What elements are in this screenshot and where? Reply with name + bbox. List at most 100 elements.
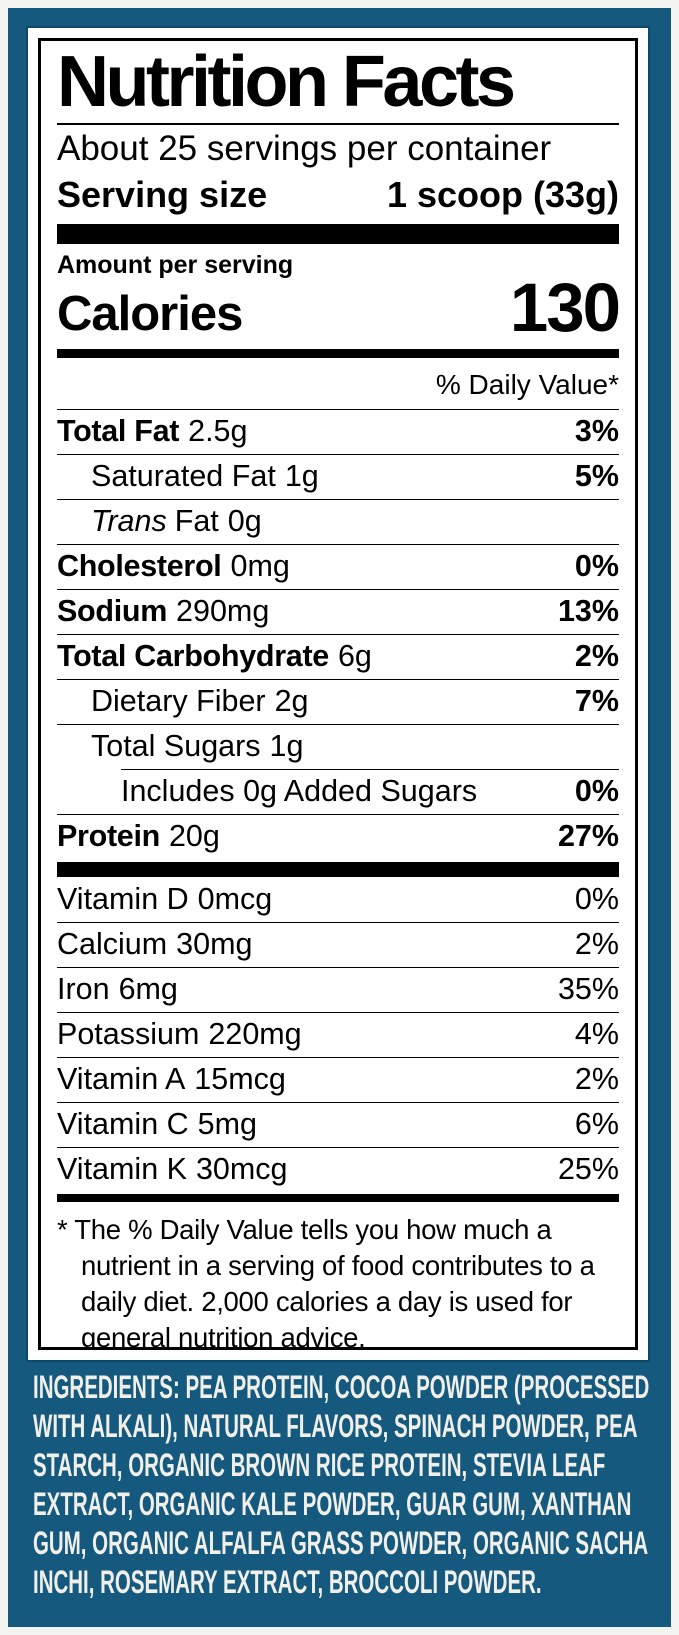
nutrient-row: Trans Fat 0g [57, 498, 619, 544]
daily-value: 2% [574, 1061, 619, 1096]
serving-size-label: Serving size [57, 173, 268, 215]
daily-value-footnote: * The % Daily Value tells you how much a… [57, 1213, 595, 1350]
nutrient-name: Potassium [57, 1016, 200, 1051]
title-divider [57, 122, 619, 125]
daily-value: 6% [574, 1106, 619, 1141]
nutrition-facts-title: Nutrition Facts [57, 42, 516, 122]
nutrient-name-group: Vitamin C 5mg [57, 1106, 257, 1141]
nutrient-name: Total Carbohydrate [57, 638, 329, 673]
nutrient-amount: 6g [337, 638, 372, 673]
nutrient-amount: 15mcg [194, 1061, 286, 1096]
nutrient-name: Calcium [57, 926, 168, 961]
medium-divider-bar [57, 348, 619, 358]
nutrient-name: Saturated Fat [91, 458, 276, 493]
thick-divider-bar [57, 223, 619, 244]
nutrient-row: Dietary Fiber 2g 7% [57, 678, 619, 724]
nutrient-name: Vitamin D [57, 881, 189, 916]
nutrient-name: Dietary Fiber [91, 683, 266, 718]
serving-size-value: 1 scoop (33g) [386, 173, 619, 215]
teal-background: Nutrition Facts About 25 servings per co… [8, 8, 671, 1627]
nutrient-name: Vitamin A [57, 1061, 186, 1096]
nutrient-row: Potassium 220mg 4% [57, 1011, 619, 1057]
vitamin-rows: Vitamin D 0mcg 0% Calcium 30mg 2% Iron 6mg … [57, 878, 619, 1192]
nutrition-facts-box: Nutrition Facts About 25 servings per co… [38, 38, 638, 1350]
nutrient-row: Total Carbohydrate 6g 2% [57, 633, 619, 679]
nutrient-name-group: Cholesterol 0mg [57, 548, 290, 583]
protein-divider-bar [57, 861, 619, 877]
nutrient-amount: 30mg [176, 926, 253, 961]
nutrient-amount: 1g [269, 728, 304, 763]
nutrient-amount: 6mg [118, 971, 178, 1006]
nutrient-name: Protein [57, 818, 160, 853]
calories-value: 130 [509, 268, 621, 346]
calories-label: Calories [57, 286, 243, 341]
nutrient-amount: 290mg [176, 593, 270, 628]
footnote-divider-bar [57, 1193, 619, 1202]
nutrient-name: Sodium [57, 593, 168, 628]
nutrient-name-group: Total Sugars 1g [91, 728, 304, 763]
amount-per-serving-label: Amount per serving [57, 250, 294, 279]
nutrient-name-group: Trans Fat 0g [91, 503, 262, 538]
daily-value: 0% [574, 773, 619, 808]
daily-value: 3% [574, 413, 619, 448]
daily-value: 2% [574, 926, 619, 961]
daily-value: 2% [574, 638, 619, 673]
daily-value: 0% [574, 881, 619, 916]
nutrient-row: Vitamin A 15mcg 2% [57, 1056, 619, 1102]
daily-value: 0% [574, 548, 619, 583]
nutrient-row: Iron 6mg 35% [57, 966, 619, 1012]
nutrient-row: Vitamin K 30mcg 25% [57, 1146, 619, 1192]
nutrient-name: Cholesterol [57, 548, 222, 583]
nutrient-name-group: Saturated Fat 1g [91, 458, 319, 493]
nutrient-amount: 0mcg [197, 881, 273, 916]
nutrient-name-group: Total Carbohydrate 6g [57, 638, 372, 673]
nutrient-amount: 2g [274, 683, 309, 718]
nutrient-amount: 2.5g [188, 413, 248, 448]
nutrient-name-group: Protein 20g [57, 818, 220, 853]
nutrient-row: Saturated Fat 1g 5% [57, 453, 619, 499]
daily-value: 7% [574, 683, 619, 718]
nutrient-row: Protein 20g 27% [57, 813, 619, 859]
daily-value: 27% [557, 818, 619, 853]
nutrient-amount: 0mg [230, 548, 290, 583]
nutrient-name-group: Sodium 290mg [57, 593, 270, 628]
nutrient-row: Cholesterol 0mg 0% [57, 543, 619, 589]
nutrient-amount: 5mg [197, 1106, 257, 1141]
nutrient-row: Vitamin D 0mcg 0% [57, 878, 619, 922]
nutrient-name-group: Total Fat 2.5g [57, 413, 248, 448]
nutrient-name: Iron [57, 971, 110, 1006]
daily-value: 25% [557, 1151, 619, 1186]
nutrient-name: Total Fat [57, 413, 180, 448]
nutrient-amount: 30mcg [195, 1151, 288, 1186]
nutrient-name-group: Vitamin A 15mcg [57, 1061, 286, 1096]
nutrient-name: Includes 0g Added Sugars [121, 773, 478, 808]
daily-value-header: % Daily Value* [57, 358, 619, 410]
nutrient-row: Vitamin C 5mg 6% [57, 1101, 619, 1147]
nutrient-name-group: Dietary Fiber 2g [91, 683, 309, 718]
nutrient-name-italic: Trans [91, 503, 167, 538]
servings-per-container: About 25 servings per container [57, 128, 552, 168]
nutrient-name-group: Includes 0g Added Sugars [121, 773, 478, 808]
nutrient-row: Total Fat 2.5g 3% [57, 410, 619, 454]
calories-row: Calories 130 [57, 269, 621, 346]
daily-value: 13% [557, 593, 619, 628]
nutrient-row: Sodium 290mg 13% [57, 588, 619, 634]
nutrient-name: Vitamin C [57, 1106, 189, 1141]
nutrient-amount: 0g [227, 503, 262, 538]
nutrient-name: Total Sugars [91, 728, 261, 763]
daily-value: 35% [557, 971, 619, 1006]
nutrient-name-group: Iron 6mg [57, 971, 178, 1006]
ingredients-text: INGREDIENTS: PEA PROTEIN, COCOA POWDER (… [33, 1369, 650, 1600]
nutrient-row: Calcium 30mg 2% [57, 921, 619, 967]
nutrient-amount: 220mg [208, 1016, 302, 1051]
nutrient-name-group: Vitamin K 30mcg [57, 1151, 288, 1186]
nutrient-name-group: Potassium 220mg [57, 1016, 302, 1051]
nutrient-rows: Total Fat 2.5g 3% Saturated Fat 1g 5% Tran… [57, 410, 619, 859]
nutrient-name-group: Vitamin D 0mcg [57, 881, 273, 916]
serving-size-row: Serving size 1 scoop (33g) [57, 173, 619, 215]
nutrient-name: Vitamin K [57, 1151, 187, 1186]
nutrient-amount: 20g [168, 818, 220, 853]
nutrient-row: Includes 0g Added Sugars 0% [121, 768, 619, 814]
nutrient-amount: 1g [284, 458, 319, 493]
